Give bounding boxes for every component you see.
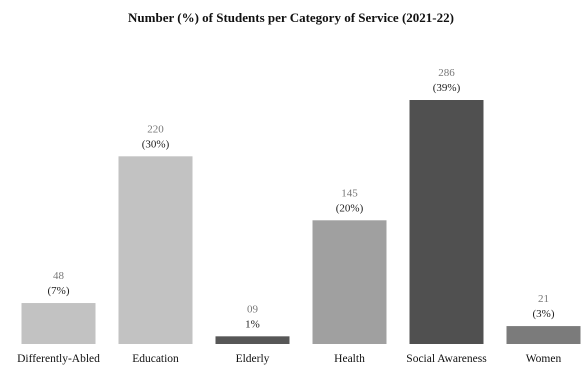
percent-label: (30%) xyxy=(142,138,170,150)
category-label: Differently-Abled xyxy=(17,353,100,365)
bar-5 xyxy=(506,326,581,344)
percent-label: (39%) xyxy=(433,82,461,94)
value-label: 09 xyxy=(247,303,259,315)
bar-4 xyxy=(409,100,484,344)
percent-label: 1% xyxy=(245,318,260,330)
value-label: 21 xyxy=(538,293,549,305)
bar-0 xyxy=(21,303,96,344)
category-label: Elderly xyxy=(236,353,270,365)
value-label: 48 xyxy=(53,270,65,282)
chart-title: Number (%) of Students per Category of S… xyxy=(128,10,454,25)
percent-label: (3%) xyxy=(533,308,555,320)
value-label: 145 xyxy=(341,187,358,199)
category-label: Social Awareness xyxy=(406,353,487,365)
category-label: Women xyxy=(526,353,562,365)
category-label: Health xyxy=(334,353,365,365)
percent-label: (20%) xyxy=(336,202,364,214)
bar-2 xyxy=(215,336,290,344)
bar-3 xyxy=(312,220,387,344)
percent-label: (7%) xyxy=(48,285,70,297)
value-label: 286 xyxy=(438,67,455,79)
category-label: Education xyxy=(132,353,179,365)
bar-1 xyxy=(118,156,193,344)
value-label: 220 xyxy=(147,123,164,135)
